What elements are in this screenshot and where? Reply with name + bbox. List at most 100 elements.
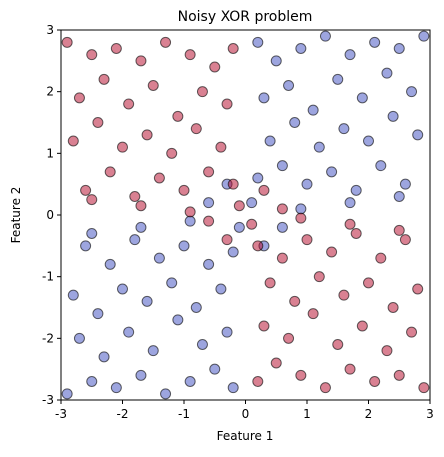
point: [363, 277, 374, 289]
point: [313, 271, 325, 283]
point: [233, 221, 245, 233]
point: [135, 369, 147, 381]
point: [406, 86, 418, 98]
point: [141, 295, 153, 307]
x-tick-label: 3: [426, 407, 434, 421]
point: [350, 228, 362, 239]
point: [252, 376, 264, 387]
point: [178, 184, 190, 196]
point: [190, 302, 202, 313]
point: [86, 194, 98, 206]
point: [67, 289, 79, 301]
point: [221, 234, 233, 246]
point: [184, 376, 196, 387]
point: [393, 43, 405, 54]
point: [67, 135, 79, 147]
point: [221, 326, 233, 338]
point: [233, 200, 245, 212]
point: [203, 215, 215, 227]
point: [295, 369, 307, 381]
y-tick-label: -2: [42, 331, 54, 345]
point: [393, 224, 405, 236]
point: [153, 172, 165, 184]
point: [381, 345, 393, 357]
y-tick-label: 2: [46, 85, 54, 99]
point: [86, 228, 98, 239]
point: [326, 246, 338, 258]
x-tick-label: -1: [178, 407, 190, 421]
point: [307, 308, 319, 320]
point: [147, 80, 159, 91]
point: [270, 55, 282, 67]
point: [283, 332, 295, 344]
point: [258, 320, 270, 332]
point: [295, 212, 307, 224]
point: [190, 123, 202, 135]
point: [135, 55, 147, 67]
point: [332, 73, 344, 85]
point: [381, 67, 393, 79]
point: [110, 382, 122, 394]
point: [307, 104, 319, 116]
point: [227, 246, 239, 258]
point: [289, 295, 301, 307]
point: [356, 320, 368, 332]
point: [227, 43, 239, 54]
point: [363, 135, 374, 147]
point: [221, 98, 233, 110]
x-tick-label: -2: [117, 407, 129, 421]
point: [61, 388, 73, 400]
point: [276, 203, 288, 215]
point: [123, 98, 135, 110]
point: [135, 200, 147, 212]
point: [184, 215, 196, 227]
point: [160, 388, 172, 400]
point: [110, 43, 122, 54]
point: [326, 166, 338, 178]
point: [276, 252, 288, 264]
point: [264, 135, 276, 147]
point: [227, 382, 239, 394]
point: [258, 184, 270, 196]
point: [319, 382, 331, 394]
point: [387, 302, 399, 313]
point: [123, 326, 135, 338]
point: [412, 283, 424, 295]
point: [166, 147, 178, 159]
point: [196, 339, 208, 350]
point: [270, 357, 282, 369]
point: [369, 376, 381, 387]
point: [338, 289, 350, 301]
point: [172, 110, 184, 122]
point: [276, 221, 288, 233]
y-tick-label: 1: [46, 146, 54, 160]
point: [252, 240, 264, 252]
point: [86, 49, 98, 61]
point: [61, 36, 73, 48]
point: [406, 326, 418, 338]
point: [227, 178, 239, 190]
point: [172, 314, 184, 326]
point: [246, 197, 258, 209]
point: [295, 43, 307, 54]
point: [375, 160, 387, 172]
x-tick-label: 2: [365, 407, 373, 421]
point: [184, 49, 196, 61]
y-tick-label: -3: [42, 393, 54, 407]
point: [215, 283, 227, 295]
point: [246, 218, 258, 230]
point: [141, 129, 153, 141]
point: [203, 258, 215, 270]
point: [344, 197, 356, 209]
x-tick-label: 1: [303, 407, 311, 421]
point: [295, 203, 307, 215]
point: [338, 123, 350, 135]
y-axis-label: Feature 2: [9, 187, 23, 244]
point: [178, 240, 190, 252]
point: [399, 234, 411, 246]
y-tick-label: 3: [46, 23, 54, 37]
point: [203, 197, 215, 209]
point: [313, 141, 325, 153]
point: [86, 376, 98, 387]
